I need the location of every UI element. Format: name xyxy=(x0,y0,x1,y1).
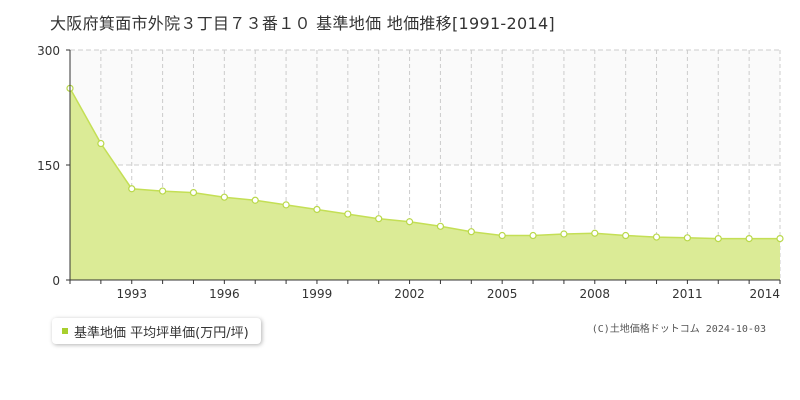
data-point-marker xyxy=(251,196,259,204)
data-point-marker xyxy=(745,235,753,243)
x-tick-label: 2011 xyxy=(672,287,703,301)
data-point-marker xyxy=(97,139,105,148)
data-point-marker xyxy=(220,193,228,201)
data-point-marker xyxy=(405,218,414,226)
copyright-text: (C)土地価格ドットコム 2024-10-03 xyxy=(591,324,766,335)
legend[interactable]: 基準地価 平均坪単価(万円/坪) xyxy=(52,318,261,344)
y-tick-label: 300 xyxy=(37,44,60,58)
data-point-marker xyxy=(683,234,691,242)
data-point-marker xyxy=(622,231,630,240)
data-point-marker xyxy=(375,215,383,223)
data-point-marker xyxy=(344,210,352,218)
data-point-marker xyxy=(652,233,661,241)
data-point-marker xyxy=(529,231,537,240)
x-tick-label: 2008 xyxy=(580,287,611,301)
data-point-marker xyxy=(436,222,445,230)
plot-upper-band xyxy=(70,50,780,165)
data-point-marker xyxy=(189,189,198,197)
axis-layer xyxy=(66,49,781,284)
x-tick-label: 1999 xyxy=(302,287,333,301)
data-point-marker xyxy=(159,187,167,195)
data-point-marker xyxy=(498,231,506,240)
legend-label: 基準地価 平均坪単価(万円/坪) xyxy=(74,325,249,341)
y-tick-label: 0 xyxy=(52,274,60,288)
x-tick-label: 2005 xyxy=(487,287,518,301)
data-point-marker xyxy=(467,228,475,236)
x-tick-label: 2002 xyxy=(394,287,425,301)
x-tick-label: 2014 xyxy=(749,287,780,301)
data-point-marker xyxy=(128,185,136,193)
legend-swatch-icon xyxy=(62,328,68,334)
series-line xyxy=(69,87,780,240)
tick-label-layer: 0 150 300 1993 1996 1999 2002 2005 2008 2011 2014 xyxy=(37,44,780,301)
data-point-marker xyxy=(313,205,321,214)
x-tick-label: 1993 xyxy=(116,287,147,301)
data-point-marker xyxy=(282,201,290,209)
data-point-marker xyxy=(591,229,599,237)
x-tick-label: 1996 xyxy=(209,287,240,301)
series-area xyxy=(70,88,780,280)
data-point-marker xyxy=(560,230,568,238)
y-tick-label: 150 xyxy=(37,159,60,173)
data-point-marker xyxy=(776,235,784,243)
marker-layer xyxy=(66,84,784,243)
data-point-marker xyxy=(714,235,722,243)
chart-title: 大阪府箕面市外院３丁目７３番１０ 基準地価 地価推移[1991-2014] xyxy=(50,14,555,33)
